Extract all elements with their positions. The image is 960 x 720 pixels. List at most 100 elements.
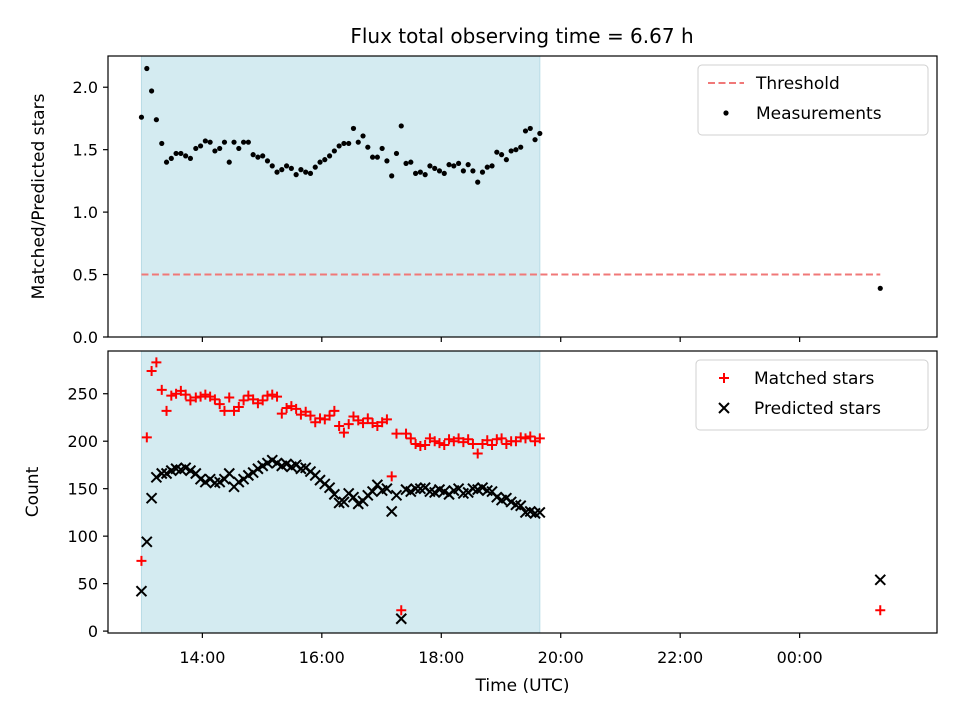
matched-star-point: [238, 395, 249, 406]
matched-star-point: [467, 439, 478, 450]
matched-star-point: [520, 433, 531, 444]
predicted-star-point: [141, 536, 153, 548]
measurement-point: [374, 154, 380, 160]
legend-label: Matched stars: [754, 369, 874, 389]
measurement-point: [346, 140, 352, 147]
matched-star-point: [434, 438, 445, 449]
matched-star-point: [487, 440, 498, 450]
bottom-axes-frame: [107, 350, 938, 634]
matched-star-point: [329, 405, 340, 416]
measurement-point: [350, 125, 357, 132]
measurement-point: [260, 153, 266, 159]
measurement-point: [187, 155, 194, 162]
measurement-point: [293, 172, 299, 178]
measurement-point: [163, 159, 170, 165]
y-tick-label: 2.0: [73, 78, 98, 97]
measurement-point: [317, 159, 323, 165]
measurement-point: [183, 153, 189, 159]
matched-star-point: [161, 405, 172, 416]
measurement-point: [312, 164, 318, 170]
measurement-point: [298, 167, 304, 173]
top-panel: 0.0 0.5 1.0 1.5 2.0 Matched/Predicted stars Th…: [29, 55, 938, 347]
measurement-point: [193, 145, 199, 152]
matched-star-point: [200, 389, 211, 400]
matched-star-point: [276, 408, 287, 419]
matched-star-point: [410, 439, 421, 450]
matched-star-point: [525, 431, 536, 442]
measurement-point: [255, 154, 261, 160]
predicted-star-point: [156, 467, 168, 480]
x-axis-label: Time (UTC): [475, 676, 570, 696]
measurement-point: [307, 170, 314, 176]
legend-box: [695, 359, 929, 431]
measurement-point: [149, 88, 155, 94]
top-axes-frame: [107, 55, 938, 338]
y-tick-label: 100: [67, 527, 98, 546]
measurement-point: [527, 125, 533, 132]
matched-star-point: [185, 395, 196, 406]
measurement-point: [226, 159, 232, 165]
measurement-point: [379, 145, 385, 152]
measurement-point: [479, 169, 486, 175]
predicted-star-point: [395, 613, 407, 625]
matched-star-point: [136, 555, 147, 566]
measurement-point: [369, 154, 376, 160]
legend-x-swatch: [718, 402, 730, 414]
measurement-point: [532, 137, 538, 143]
matched-star-point: [224, 392, 235, 403]
x-tick-label: 00:00: [777, 648, 823, 667]
matched-star-point: [386, 471, 397, 482]
measurement-point: [173, 150, 179, 157]
matched-star-point: [391, 428, 402, 439]
y-tick-label: 150: [67, 480, 98, 499]
matched-star-point: [401, 428, 412, 439]
measurement-point: [159, 140, 165, 147]
measurement-point: [393, 150, 400, 157]
legend-label: Predicted stars: [754, 399, 881, 419]
measurement-point: [269, 163, 275, 169]
measurement-point: [240, 139, 247, 145]
predicted-star-point: [347, 491, 360, 503]
measurement-point: [202, 138, 208, 144]
top-series-dot: [138, 65, 883, 291]
matched-star-point: [381, 414, 392, 425]
matched-star-point: [291, 403, 302, 414]
top-legend: Threshold Measurements: [697, 64, 929, 136]
matched-star-point: [214, 399, 225, 410]
measurement-point: [494, 149, 500, 155]
measurement-point: [427, 163, 433, 169]
matched-star-point: [439, 440, 450, 450]
x-tick-label: 14:00: [179, 648, 225, 667]
matched-star-point: [195, 391, 206, 402]
measurement-point: [537, 130, 543, 137]
matched-star-point: [334, 421, 345, 432]
matched-star-point: [141, 432, 152, 443]
y-tick-label: 50: [78, 575, 98, 594]
legend-plus-swatch: [719, 373, 729, 383]
matched-star-point: [343, 419, 354, 430]
measurement-point: [207, 139, 213, 145]
measurement-point: [460, 168, 466, 174]
predicted-star-point: [223, 467, 235, 480]
matched-star-point: [166, 390, 177, 401]
matched-star-point: [358, 418, 369, 429]
matched-star-point: [209, 394, 220, 405]
measurement-point: [451, 163, 457, 169]
measurement-point: [522, 128, 529, 134]
x-tick-label: 22:00: [657, 648, 703, 667]
matched-star-point: [267, 389, 278, 400]
top-shaded-span: [140, 55, 541, 338]
matched-star-point: [272, 391, 283, 402]
matched-star-point: [396, 605, 407, 616]
measurement-point: [231, 139, 237, 145]
matched-star-point: [219, 405, 230, 416]
y-tick-label: 0.0: [73, 328, 98, 347]
y-tick-label: 1.5: [73, 141, 98, 160]
measurement-point: [236, 145, 242, 152]
measurement-point: [360, 133, 366, 139]
measurement-point: [264, 158, 271, 164]
top-y-axis-label: Matched/Predicted stars: [29, 93, 49, 299]
measurement-point: [283, 163, 290, 169]
matched-star-point: [257, 395, 268, 406]
matched-star-point: [281, 402, 292, 413]
